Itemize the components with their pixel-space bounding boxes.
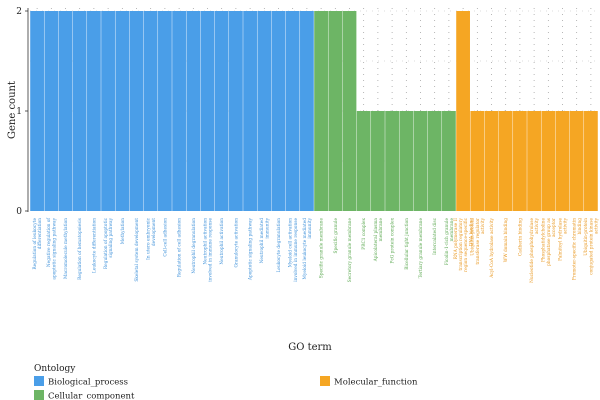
x-tick-label: WW domain binding [504, 218, 509, 262]
x-tick-label: Phosphatidylcholinephosphatase group asa… [542, 217, 557, 266]
bar [271, 11, 286, 211]
bars [30, 11, 598, 211]
legend-title: Ontology [34, 364, 76, 374]
legend-swatch [320, 376, 330, 386]
bar [498, 111, 513, 211]
bar [172, 11, 186, 211]
bar [527, 111, 541, 211]
bar [314, 11, 328, 211]
bar [143, 11, 158, 211]
x-tick-label: Specific granule membrane [320, 218, 325, 279]
x-tick-label: Regulation of leukocytedifferentiation [33, 218, 43, 270]
bar [371, 111, 385, 211]
x-tick-label: Regulation of cell adhesion [178, 218, 183, 277]
bar [87, 11, 101, 211]
x-tick-labels: Regulation of leukocytedifferentiation Ne… [33, 217, 600, 283]
x-tick-label: PRC1 complex [362, 217, 367, 249]
x-tick-label: Neutrophil degranulation [192, 218, 197, 274]
bar [413, 111, 428, 211]
x-tick-label: Ubiquitin-proteinconjugated protein kina… [584, 217, 599, 274]
x-tick-label: Promoter-specific chromatinbinding [573, 218, 583, 280]
x-tick-label: Apoptotic signaling pathway [249, 217, 254, 281]
bar [484, 111, 499, 211]
bar [229, 11, 243, 211]
y-axis: 0 1 2 [16, 7, 29, 217]
x-tick-label: Myeloid cell activationinvolved in immun… [289, 218, 299, 282]
bar [300, 11, 314, 211]
bar [285, 11, 300, 211]
bar [101, 11, 115, 211]
bar [72, 11, 87, 211]
bar [513, 111, 527, 211]
x-tick-label: Secretory granule membrane [348, 218, 353, 283]
bar [541, 111, 556, 211]
x-tick-label: Ficolin-1-rich granulemembrane [445, 218, 455, 266]
grid-lines [30, 8, 598, 211]
y-tick-label: 0 [16, 207, 22, 217]
x-tick-label: RNA polymerase IItranscription regulator… [454, 217, 475, 272]
bar [58, 11, 73, 211]
bar [356, 111, 371, 211]
bar [257, 11, 272, 211]
bar [214, 11, 229, 211]
x-tick-label: Nucleotide phosphohydrolaseactivity [530, 217, 540, 282]
bar [555, 111, 570, 211]
x-tick-label: Acyl-CoA hydrolase activity [490, 217, 495, 278]
x-tick-label: Myeloid leukocyte mediatedimmunity [303, 217, 313, 279]
x-tick-label: Methylation [121, 218, 126, 244]
x-tick-label: Cell-cell adhesion [163, 218, 168, 257]
bar [200, 11, 215, 211]
legend-swatch [34, 376, 44, 386]
x-tick-label: Neutrophil mediatedimmunity [260, 217, 270, 263]
legend-label: Molecular_function [334, 378, 418, 388]
bar [427, 111, 442, 211]
x-tick-label: Intercalated disc [433, 217, 438, 254]
bar [186, 11, 201, 211]
x-tick-label: Macromolecule methylation [64, 218, 69, 279]
x-tick-label: Cadherin binding [518, 218, 523, 256]
x-tick-label: In utero embryonicdevelopment [147, 217, 157, 259]
x-tick-label: Bicellular tight junction [405, 218, 410, 270]
x-tick-label: Neutrophil activationinvolved in immune … [203, 218, 213, 282]
x-tick-label: Negative regulation ofapoptotic signalin… [47, 217, 57, 279]
bar [158, 11, 172, 211]
legend-swatch [34, 390, 44, 400]
y-axis-title: Gene count [7, 81, 18, 139]
y-tick-label: 2 [16, 7, 22, 17]
bar [328, 11, 343, 211]
x-tick-label: Ubiquitin-proteintransferase regulatorac… [471, 217, 486, 265]
x-tick-label: Regulation of hematopoiesis [78, 218, 83, 280]
x-tick-label: PcG protein complex [391, 217, 396, 263]
x-tick-label: Granulocyte activation [234, 218, 239, 268]
bar [115, 11, 130, 211]
x-tick-label: Neutrophil activation [220, 218, 225, 265]
legend: Ontology Biological_process Cellular_comp… [34, 364, 418, 400]
y-tick-label: 1 [16, 107, 22, 117]
bar [456, 11, 470, 211]
x-tick-label: Specific granule [334, 218, 339, 254]
x-tick-label: Leukocyte degranulation [277, 218, 282, 273]
bar [385, 111, 399, 211]
bar [584, 111, 598, 211]
bar [399, 111, 414, 211]
x-tick-label: Regulation of apoptoticsignaling pathway [104, 217, 114, 269]
x-tick-label: Palmitoyl hydrolaseactivity [558, 217, 568, 260]
legend-label: Biological_process [48, 378, 128, 388]
bar [470, 111, 485, 211]
x-tick-label: Apicolateral plasmamembrane [374, 218, 384, 263]
x-tick-label: Tertiary granule membrane [419, 218, 424, 279]
x-axis-title: GO term [288, 342, 332, 353]
bar [44, 11, 59, 211]
bar [129, 11, 144, 211]
bar [442, 111, 456, 211]
x-tick-label: Skeletal system development [135, 218, 140, 282]
bar [569, 111, 584, 211]
x-tick-label: Leukocyte differentiation [92, 218, 97, 273]
legend-label: Cellular_component [48, 392, 135, 400]
bar [30, 11, 44, 211]
bar [243, 11, 257, 211]
bar [342, 11, 357, 211]
